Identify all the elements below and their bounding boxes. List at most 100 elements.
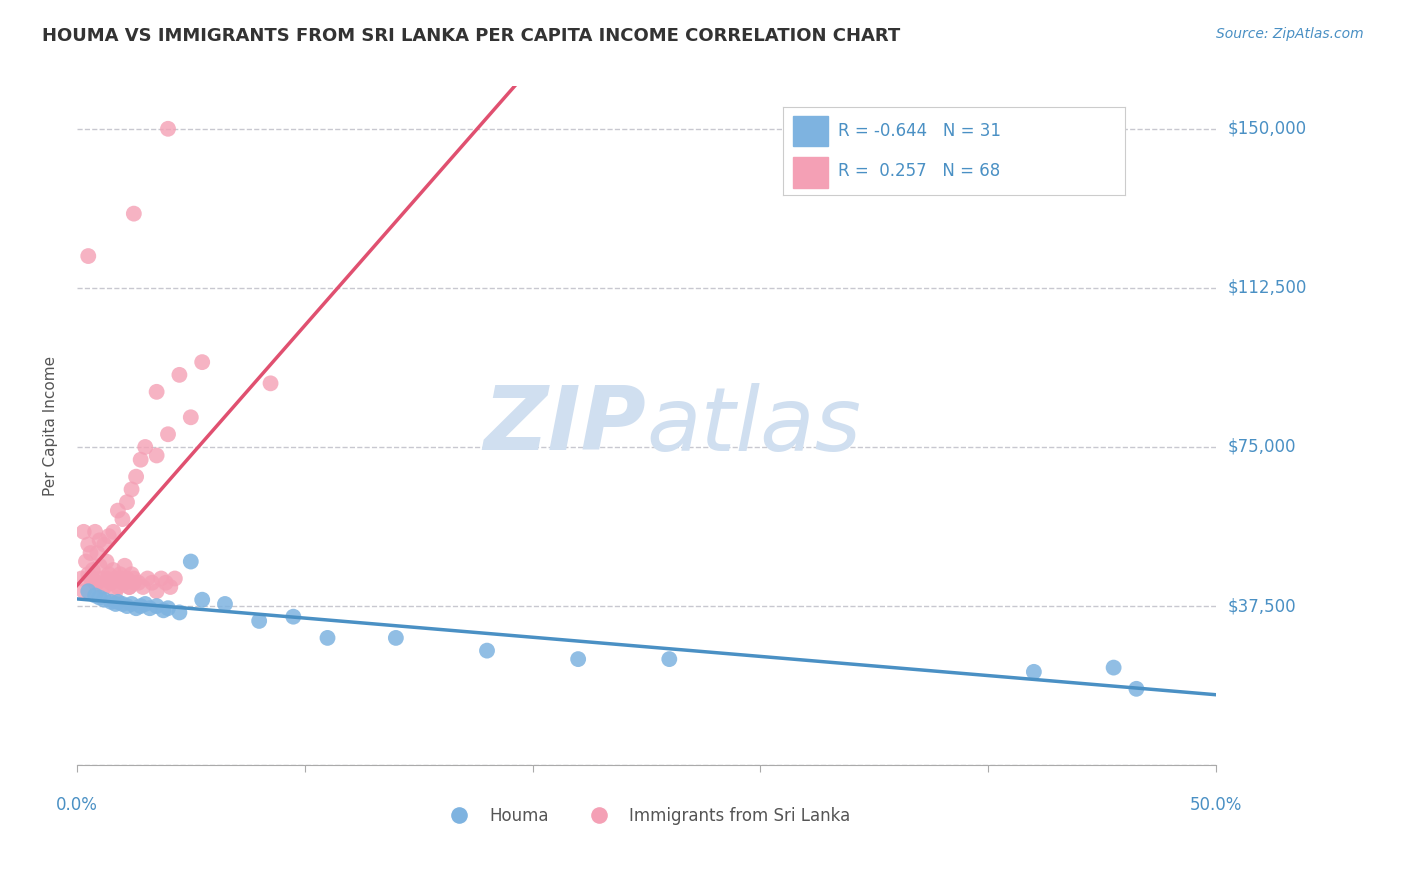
Point xyxy=(93,537,115,551)
Point xyxy=(84,589,107,603)
Y-axis label: Per Capita Income: Per Capita Income xyxy=(44,356,58,496)
Point xyxy=(156,601,179,615)
Point xyxy=(169,606,191,620)
Point xyxy=(93,580,115,594)
Point xyxy=(104,597,127,611)
Text: atlas: atlas xyxy=(647,383,862,469)
Point xyxy=(90,580,112,594)
Point xyxy=(114,558,136,573)
Point xyxy=(108,572,131,586)
Point xyxy=(114,575,136,590)
Text: Source: ZipAtlas.com: Source: ZipAtlas.com xyxy=(1216,27,1364,41)
Point xyxy=(89,591,111,605)
Point xyxy=(658,652,681,666)
Point xyxy=(163,572,186,586)
Point xyxy=(73,584,96,599)
Point xyxy=(111,575,134,590)
Point xyxy=(156,121,179,136)
Point xyxy=(89,558,111,573)
Point xyxy=(107,503,129,517)
Point xyxy=(115,599,138,613)
Point xyxy=(385,631,408,645)
Point xyxy=(150,572,173,586)
Point xyxy=(75,555,97,569)
Point xyxy=(129,452,152,467)
Point xyxy=(283,609,305,624)
Point xyxy=(115,495,138,509)
Text: $150,000: $150,000 xyxy=(1227,120,1306,137)
Point xyxy=(100,595,122,609)
Point xyxy=(1022,665,1045,679)
Point xyxy=(104,572,127,586)
Point xyxy=(84,575,107,590)
Point xyxy=(155,575,177,590)
Point xyxy=(77,567,100,582)
Point xyxy=(111,512,134,526)
Point xyxy=(316,631,339,645)
Point xyxy=(100,575,122,590)
Point xyxy=(475,643,498,657)
Point xyxy=(79,572,101,586)
Point xyxy=(90,572,112,586)
Text: $75,000: $75,000 xyxy=(1227,438,1296,456)
Point xyxy=(134,597,156,611)
Point xyxy=(145,449,167,463)
Point xyxy=(125,469,148,483)
Point xyxy=(139,601,162,615)
Point xyxy=(108,567,131,582)
Point xyxy=(96,572,118,586)
Point xyxy=(73,524,96,539)
Point xyxy=(152,603,174,617)
Point xyxy=(107,595,129,609)
Point xyxy=(136,572,159,586)
Text: 0.0%: 0.0% xyxy=(56,796,98,814)
Point xyxy=(77,584,100,599)
Point xyxy=(259,376,281,391)
Point xyxy=(97,529,120,543)
Point xyxy=(115,572,138,586)
Point xyxy=(84,524,107,539)
Point xyxy=(77,537,100,551)
Point xyxy=(86,546,108,560)
Point xyxy=(118,580,141,594)
Legend: Houma, Immigrants from Sri Lanka: Houma, Immigrants from Sri Lanka xyxy=(436,800,856,831)
Point xyxy=(180,410,202,425)
Point xyxy=(156,427,179,442)
Point xyxy=(93,592,115,607)
Point xyxy=(121,597,143,611)
Point xyxy=(121,483,143,497)
Point xyxy=(134,440,156,454)
Point xyxy=(1125,681,1147,696)
Point xyxy=(103,563,125,577)
Point xyxy=(159,580,181,594)
Point xyxy=(97,567,120,582)
Point xyxy=(145,584,167,599)
Point xyxy=(1102,660,1125,674)
Point xyxy=(122,207,145,221)
Text: HOUMA VS IMMIGRANTS FROM SRI LANKA PER CAPITA INCOME CORRELATION CHART: HOUMA VS IMMIGRANTS FROM SRI LANKA PER C… xyxy=(42,27,900,45)
Point xyxy=(100,575,122,590)
Point xyxy=(118,580,141,594)
Point xyxy=(82,563,104,577)
Point xyxy=(247,614,270,628)
Point xyxy=(79,546,101,560)
Text: ZIP: ZIP xyxy=(484,383,647,469)
Point xyxy=(145,384,167,399)
Text: $37,500: $37,500 xyxy=(1227,597,1296,615)
Point xyxy=(111,597,134,611)
Point xyxy=(125,601,148,615)
Point xyxy=(567,652,589,666)
Point xyxy=(145,599,167,613)
Point xyxy=(107,580,129,594)
Point xyxy=(96,555,118,569)
Point xyxy=(103,524,125,539)
Text: $112,500: $112,500 xyxy=(1227,279,1306,297)
Point xyxy=(214,597,236,611)
Point xyxy=(127,575,149,590)
Point xyxy=(104,584,127,599)
Point xyxy=(132,580,155,594)
Point xyxy=(141,575,163,590)
Point xyxy=(121,567,143,582)
Point xyxy=(122,575,145,590)
Point xyxy=(122,572,145,586)
